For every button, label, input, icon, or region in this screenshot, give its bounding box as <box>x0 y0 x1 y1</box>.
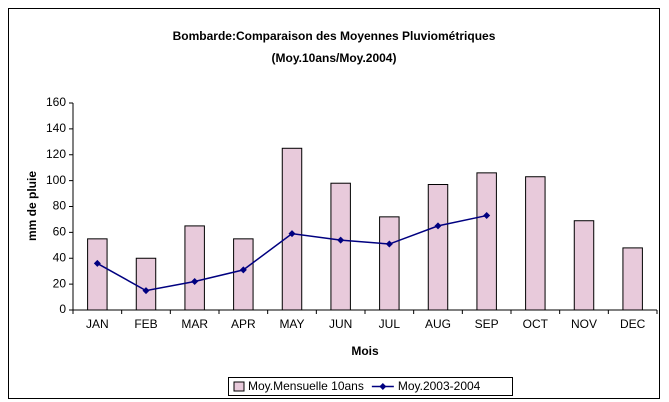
legend <box>228 377 513 396</box>
y-tick-label: 100 <box>46 173 66 187</box>
x-tick-label: SEP <box>475 317 499 331</box>
bar <box>135 257 157 311</box>
x-tick-label: MAR <box>181 317 208 331</box>
legend-swatch <box>233 381 245 392</box>
x-tick-label: APR <box>231 317 256 331</box>
bar <box>622 247 643 311</box>
x-tick-label: AUG <box>425 317 451 331</box>
point <box>385 240 393 248</box>
y-tick-label: 160 <box>46 95 66 109</box>
bar <box>233 238 254 311</box>
y-tick-label: 20 <box>53 276 67 290</box>
bar <box>330 182 351 311</box>
point <box>239 266 247 274</box>
chart-subtitle: (Moy.10ans/Moy.2004) <box>272 51 397 65</box>
x-tick-label: JUL <box>379 317 401 331</box>
y-tick-label: 120 <box>46 147 66 161</box>
y-tick-label: 60 <box>53 225 67 239</box>
y-tick-label: 140 <box>46 121 66 135</box>
bar <box>87 238 108 311</box>
point <box>483 212 491 220</box>
point <box>142 287 150 295</box>
point <box>191 278 199 286</box>
point <box>288 230 296 238</box>
bar <box>184 225 205 311</box>
chart-title: Bombarde:Comparaison des Moyennes Pluvio… <box>173 29 496 43</box>
legend-label: Moy.Mensuelle 10ans <box>248 379 364 393</box>
legend-swatch <box>379 383 387 390</box>
x-tick-label: JAN <box>86 317 109 331</box>
bar <box>573 220 595 311</box>
x-tick-label: NOV <box>571 317 597 331</box>
y-axis-label: mm de pluie <box>25 171 39 241</box>
point <box>337 236 345 244</box>
x-axis-label: Mois <box>351 344 379 358</box>
bar <box>427 184 449 311</box>
point <box>434 222 442 230</box>
x-tick-label: FEB <box>134 317 157 331</box>
y-tick-label: 0 <box>59 302 66 316</box>
y-tick-label: 80 <box>53 199 67 213</box>
x-tick-label: JUN <box>329 317 352 331</box>
x-tick-label: MAY <box>279 317 304 331</box>
bar <box>281 147 303 311</box>
bar <box>379 216 400 311</box>
x-tick-label: OCT <box>523 317 549 331</box>
point <box>93 259 101 267</box>
bar <box>525 176 546 311</box>
legend-label: Moy.2003-2004 <box>398 379 481 393</box>
y-tick-label: 40 <box>53 250 67 264</box>
x-tick-label: DEC <box>620 317 646 331</box>
bar <box>476 172 497 311</box>
